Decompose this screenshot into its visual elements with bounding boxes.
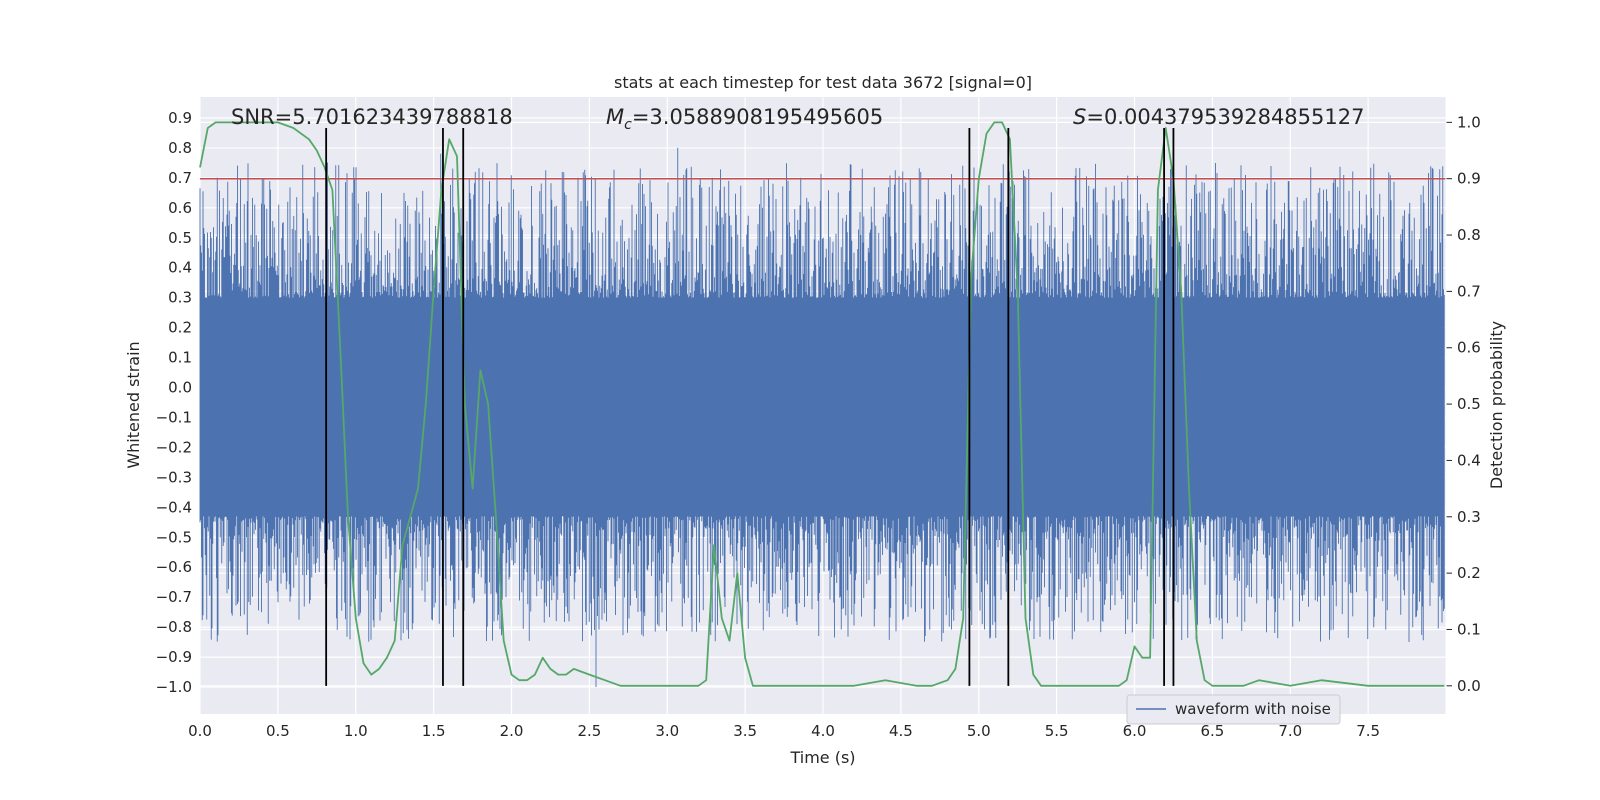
x-tick-label: 6.0: [1123, 722, 1147, 740]
y-left-tick-label: 0.0: [168, 379, 192, 397]
legend-box: [1126, 694, 1341, 725]
s-annotation: S=0.004379539284855127: [1073, 105, 1364, 129]
waveform-trace: [199, 147, 1445, 687]
y-right-tick-label: 0.6: [1457, 339, 1481, 357]
mc-value: =3.0588908195495605: [632, 105, 883, 129]
y-left-tick-label: 0.8: [168, 139, 192, 157]
y-left-tick-label: 0.5: [168, 229, 192, 247]
x-axis-ticks: 0.0 0.5 1.0 1.5 2.0 2.5 3.0 3.5 4.0 4.5 5.0 5.5 6.0 6…: [188, 722, 1380, 740]
y-left-tick-label: −1.0: [156, 678, 192, 696]
y-right-axis-label: Detection probability: [1487, 321, 1506, 489]
y-left-tick-label: 0.1: [168, 349, 192, 367]
x-tick-label: 4.5: [889, 722, 913, 740]
y-left-tick-label: −0.3: [156, 468, 192, 486]
x-tick-label: 7.0: [1278, 722, 1302, 740]
y-right-tick-label: 1.0: [1457, 113, 1481, 131]
x-tick-label: 2.0: [500, 722, 524, 740]
y-left-tick-label: −0.7: [156, 588, 192, 606]
x-tick-label: 0.0: [188, 722, 212, 740]
s-symbol: S: [1073, 105, 1086, 129]
y-left-tick-label: −0.1: [156, 408, 192, 426]
x-tick-label: 5.5: [1045, 722, 1069, 740]
x-tick-label: 1.5: [422, 722, 446, 740]
y-right-tick-label: 0.0: [1457, 677, 1481, 695]
x-tick-label: 4.0: [811, 722, 835, 740]
y-right-tick-label: 0.2: [1457, 564, 1481, 582]
y-right-tick-label: 0.9: [1457, 170, 1481, 188]
y-left-tick-label: 0.9: [168, 109, 192, 127]
x-tick-label: 2.5: [577, 722, 601, 740]
y-left-tick-label: 0.4: [168, 259, 192, 277]
y-left-axis-ticks: 0.9 0.8 0.7 0.6 0.5 0.4 0.3 0.2 0.1 0.0 −0.1 −0.2 −0…: [156, 109, 192, 696]
y-right-tick-label: 0.1: [1457, 620, 1481, 638]
probability-series: [199, 121, 1445, 687]
x-tick-label: 3.5: [733, 722, 757, 740]
y-left-tick-label: 0.2: [168, 319, 192, 337]
y-left-tick-label: −0.6: [156, 558, 192, 576]
chart-title: stats at each timestep for test data 367…: [614, 73, 1032, 92]
y-right-tick-label: 0.5: [1457, 395, 1481, 413]
y-right-axis-ticks: 1.0 0.9 0.8 0.7 0.6 0.5 0.4 0.3 0.2 0.1 0.0: [1445, 97, 1481, 714]
waveform-series: [199, 147, 1445, 687]
chirp-mass-annotation: Mc=3.0588908195495605: [606, 105, 883, 133]
y-right-tick-label: 0.8: [1457, 226, 1481, 244]
y-left-tick-label: −0.4: [156, 498, 192, 516]
y-right-tick-label: 0.3: [1457, 508, 1481, 526]
x-tick-label: 1.0: [344, 722, 368, 740]
y-left-tick-label: −0.8: [156, 618, 192, 636]
y-left-tick-label: 0.3: [168, 289, 192, 307]
x-tick-label: 3.0: [655, 722, 679, 740]
y-left-tick-label: 0.6: [168, 199, 192, 217]
y-right-tick-label: 0.4: [1457, 451, 1481, 469]
x-tick-label: 0.5: [266, 722, 290, 740]
y-left-tick-label: 0.7: [168, 169, 192, 187]
x-tick-label: 7.5: [1356, 722, 1380, 740]
probability-line: [199, 121, 1445, 687]
mc-subscript: c: [624, 117, 632, 133]
y-left-axis-label: Whitened strain: [124, 341, 143, 468]
y-right-tick-label: 0.7: [1457, 282, 1481, 300]
x-axis-label: Time (s): [789, 748, 855, 767]
y-left-tick-label: −0.9: [156, 648, 192, 666]
vertical-markers: [325, 127, 1175, 686]
x-tick-label: 6.5: [1200, 722, 1224, 740]
snr-annotation: SNR=5.701623439788818: [231, 105, 513, 129]
legend: waveform with noise: [1126, 694, 1341, 725]
legend-label: waveform with noise: [1175, 700, 1331, 718]
mc-symbol: M: [606, 105, 624, 129]
y-left-tick-label: −0.5: [156, 528, 192, 546]
s-value: =0.004379539284855127: [1086, 105, 1364, 129]
x-tick-label: 5.0: [967, 722, 991, 740]
y-left-tick-label: −0.2: [156, 438, 192, 456]
